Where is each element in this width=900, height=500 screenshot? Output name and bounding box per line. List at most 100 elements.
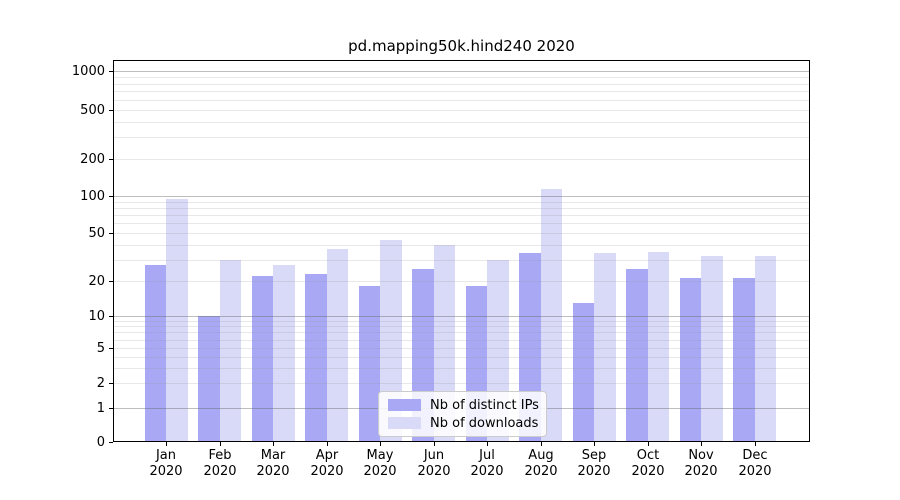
bar-downloads (273, 265, 295, 442)
y-tick-mark (109, 281, 113, 282)
bar-distinct-ips (358, 286, 381, 442)
bar-distinct-ips (251, 276, 274, 442)
x-axis-tick-label: Aug 2020 (524, 448, 558, 479)
grid-line-minor (114, 332, 809, 333)
x-axis-tick-label: Nov 2020 (684, 448, 718, 479)
grid-line-minor (114, 348, 809, 349)
bar-downloads (540, 188, 563, 442)
y-tick-mark (109, 316, 113, 317)
x-axis-tick-label: Jan 2020 (149, 448, 183, 479)
legend-item: Nb of distinct IPs (388, 397, 539, 413)
x-axis-tick-label: May 2020 (363, 448, 397, 479)
grid-line-minor (114, 368, 809, 369)
x-axis-tick-label: Feb 2020 (203, 448, 237, 479)
legend-swatch (388, 399, 421, 411)
y-tick-mark (109, 383, 113, 384)
y-tick-mark (109, 71, 113, 72)
grid-line-minor (114, 91, 809, 92)
grid-line-major (114, 316, 809, 317)
grid-line-minor (114, 357, 809, 358)
x-axis-tick-label: Jun 2020 (417, 448, 451, 479)
chart-title: pd.mapping50k.hind240 2020 (348, 37, 575, 55)
x-tick-mark (755, 442, 756, 446)
legend: Nb of distinct IPs Nb of downloads (378, 391, 547, 437)
grid-line-major (114, 71, 809, 72)
grid-line-minor (114, 233, 809, 234)
bar-downloads (219, 259, 242, 442)
grid-line-minor (114, 223, 809, 224)
grid-line-minor (114, 326, 809, 327)
x-tick-mark (220, 442, 221, 446)
grid-line-minor (114, 100, 809, 101)
bar-distinct-ips (198, 316, 220, 442)
y-tick-mark (109, 442, 113, 443)
x-axis-tick-label: Apr 2020 (310, 448, 344, 479)
y-tick-mark (109, 408, 113, 409)
grid-line-minor (114, 321, 809, 322)
y-axis-tick-label: 50 (88, 226, 105, 241)
y-tick-mark (109, 348, 113, 349)
x-tick-mark (541, 442, 542, 446)
grid-line-minor (114, 84, 809, 85)
bar-distinct-ips (572, 302, 595, 442)
bar-distinct-ips (144, 265, 166, 442)
bar-distinct-ips (626, 269, 648, 442)
bar-distinct-ips (305, 273, 327, 442)
bar-downloads (166, 198, 188, 442)
x-axis-tick-label: Mar 2020 (256, 448, 290, 479)
y-axis-tick-label: 200 (80, 152, 105, 167)
y-tick-mark (109, 196, 113, 197)
x-tick-mark (648, 442, 649, 446)
grid-line-major (114, 196, 809, 197)
x-tick-mark (487, 442, 488, 446)
grid-line-minor (114, 215, 809, 216)
x-tick-mark (594, 442, 595, 446)
y-axis-tick-label: 2 (96, 376, 105, 391)
y-axis-tick-label: 500 (80, 103, 105, 118)
x-axis-tick-label: Oct 2020 (631, 448, 665, 479)
grid-line-minor (114, 202, 809, 203)
y-axis-tick-label: 0 (96, 435, 105, 450)
y-axis-tick-label: 10 (88, 309, 105, 324)
x-tick-mark (701, 442, 702, 446)
bar-distinct-ips (679, 278, 702, 442)
y-axis-tick-label: 100 (80, 189, 105, 204)
legend-label: Nb of distinct IPs (430, 397, 539, 413)
x-tick-mark (166, 442, 167, 446)
grid-line-minor (114, 383, 809, 384)
y-axis-tick-label: 1000 (71, 64, 105, 79)
grid-line-minor (114, 340, 809, 341)
bar-downloads (594, 253, 616, 442)
x-axis-tick-label: Sep 2020 (577, 448, 611, 479)
y-tick-mark (109, 233, 113, 234)
bar-downloads (326, 248, 349, 442)
legend-item: Nb of downloads (388, 415, 539, 431)
x-tick-mark (327, 442, 328, 446)
grid-line-minor (114, 245, 809, 246)
grid-line-minor (114, 281, 809, 282)
bar-downloads (647, 251, 670, 442)
bar-downloads (701, 256, 723, 442)
grid-line-minor (114, 110, 809, 111)
y-axis-tick-label: 5 (96, 341, 105, 356)
bar-downloads (754, 256, 777, 442)
y-tick-mark (109, 110, 113, 111)
legend-swatch (388, 417, 421, 429)
y-tick-mark (109, 159, 113, 160)
grid-line-minor (114, 208, 809, 209)
legend-label: Nb of downloads (430, 415, 539, 431)
y-axis-tick-label: 20 (88, 274, 105, 289)
x-tick-mark (434, 442, 435, 446)
x-axis-tick-label: Dec 2020 (738, 448, 772, 479)
y-axis-tick-label: 1 (96, 401, 105, 416)
x-tick-mark (380, 442, 381, 446)
grid-line-minor (114, 260, 809, 261)
x-tick-mark (273, 442, 274, 446)
grid-line-minor (114, 137, 809, 138)
x-axis-tick-label: Jul 2020 (470, 448, 504, 479)
grid-line-minor (114, 77, 809, 78)
grid-line-minor (114, 159, 809, 160)
bar-distinct-ips (733, 278, 755, 442)
grid-line-minor (114, 122, 809, 123)
